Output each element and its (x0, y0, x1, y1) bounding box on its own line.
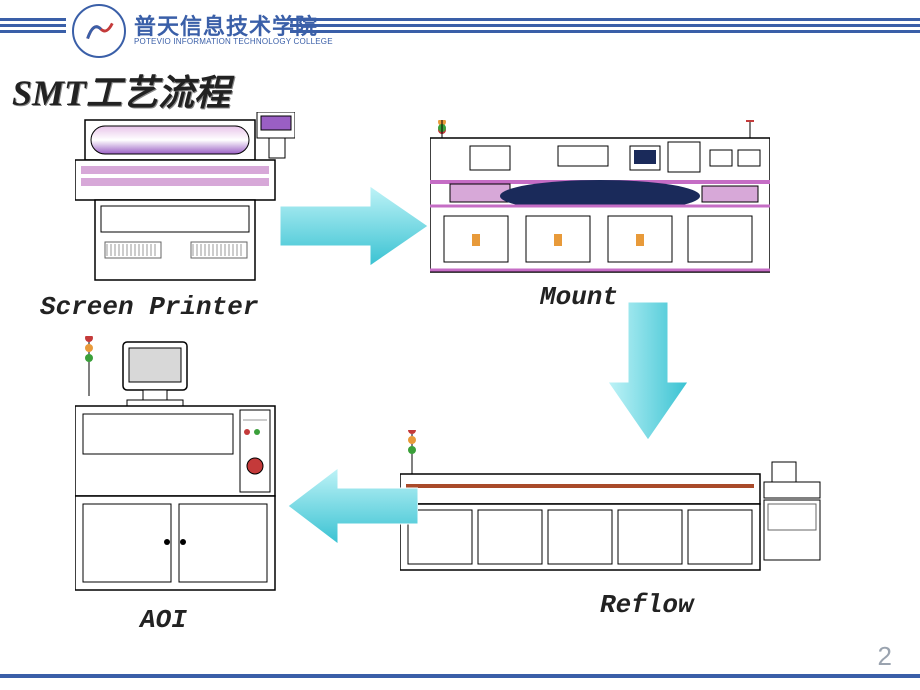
machine-reflow (400, 430, 830, 580)
caption-screen-printer: Screen Printer (40, 292, 258, 322)
machine-aoi (75, 336, 280, 596)
footer-line (0, 674, 920, 678)
caption-reflow: Reflow (600, 590, 694, 620)
college-name-en: POTEVIO INFORMATION TECHNOLOGY COLLEGE (134, 38, 333, 46)
logo-icon (72, 4, 126, 58)
machine-mount (430, 120, 770, 280)
slide-title: SMT工艺流程 (12, 64, 230, 116)
arrow-3 (288, 468, 418, 544)
arrow-1 (280, 186, 430, 266)
college-name-cn: 普天信息技术学院 (134, 16, 333, 38)
caption-aoi: AOI (140, 605, 187, 635)
arrow-2 (608, 302, 688, 442)
page-number: 2 (878, 641, 892, 672)
machine-screen-printer (75, 112, 295, 287)
logo-area: 普天信息技术学院 POTEVIO INFORMATION TECHNOLOGY … (72, 4, 333, 58)
caption-mount: Mount (540, 282, 618, 312)
